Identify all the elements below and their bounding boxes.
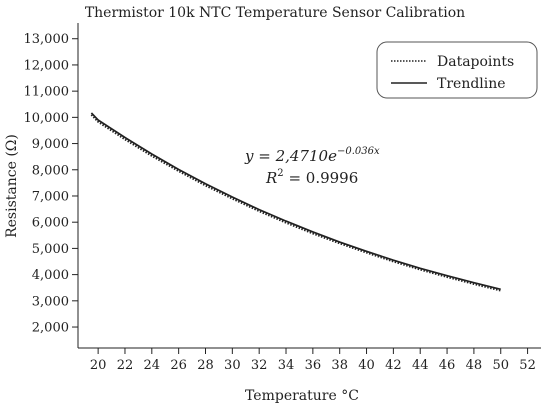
x-ticks: 20 22 24 26 28 30 32 34 36 38 40 42 44 46 48 50 52 (90, 348, 536, 373)
y-tick-label: 12,000 (24, 58, 70, 73)
x-tick-label: 40 (358, 358, 375, 373)
legend: Datapoints Trendline (376, 41, 538, 99)
y-tick-label: 9,000 (32, 137, 69, 152)
legend-box (376, 41, 538, 99)
x-tick-label: 20 (90, 358, 107, 373)
x-tick-label: 24 (144, 358, 161, 373)
series-line-datapoints (90, 114, 501, 292)
x-axis-label: Temperature °C (245, 388, 359, 404)
series-line-trendline (90, 112, 501, 291)
x-tick-label: 26 (170, 358, 187, 373)
y-tick-label: 3,000 (32, 294, 69, 309)
x-tick-label: 46 (439, 358, 456, 373)
r-squared-suffix: = 0.9996 (284, 169, 359, 187)
x-tick-label: 44 (412, 358, 429, 373)
chart-title: Thermistor 10k NTC Temperature Sensor Ca… (85, 5, 465, 21)
legend-label-datapoints: Datapoints (437, 54, 514, 70)
x-tick-label: 38 (331, 358, 348, 373)
trendline-equation: y = 2,4710e−0.036x R2 = 0.9996 (244, 146, 380, 187)
axes (77, 23, 541, 349)
y-tick-label: 8,000 (32, 163, 69, 178)
equation-prefix: y = 2,4710e (244, 147, 337, 165)
legend-label-trendline: Trendline (437, 76, 506, 92)
y-tick-label: 11,000 (24, 85, 70, 100)
x-tick-label: 30 (224, 358, 241, 373)
y-tick-label: 10,000 (24, 111, 70, 126)
x-tick-label: 28 (197, 358, 214, 373)
y-tick-label: 13,000 (24, 32, 70, 47)
r-squared-superscript: 2 (277, 168, 283, 179)
y-ticks: 2,000 3,000 4,000 5,000 6,000 7,000 8,000 9,000… (24, 32, 78, 336)
r-squared-prefix: R (265, 169, 277, 187)
x-tick-label: 52 (519, 358, 536, 373)
y-tick-label: 4,000 (32, 268, 69, 283)
equation-exponent: −0.036x (337, 146, 380, 157)
y-axis-label: Resistance (Ω) (4, 134, 20, 238)
x-tick-label: 22 (117, 358, 134, 373)
x-tick-label: 36 (305, 358, 322, 373)
y-tick-label: 7,000 (32, 189, 69, 204)
equation-text: y = 2,4710e−0.036x (244, 146, 380, 165)
x-tick-label: 42 (385, 358, 402, 373)
x-tick-label: 48 (466, 358, 483, 373)
y-tick-label: 6,000 (32, 216, 69, 231)
x-tick-label: 34 (278, 358, 295, 373)
x-tick-label: 50 (492, 358, 509, 373)
x-tick-label: 32 (251, 358, 268, 373)
y-tick-label: 5,000 (32, 242, 69, 257)
series-layer (90, 112, 501, 292)
y-tick-label: 2,000 (32, 321, 69, 336)
r-squared-text: R2 = 0.9996 (265, 168, 358, 187)
